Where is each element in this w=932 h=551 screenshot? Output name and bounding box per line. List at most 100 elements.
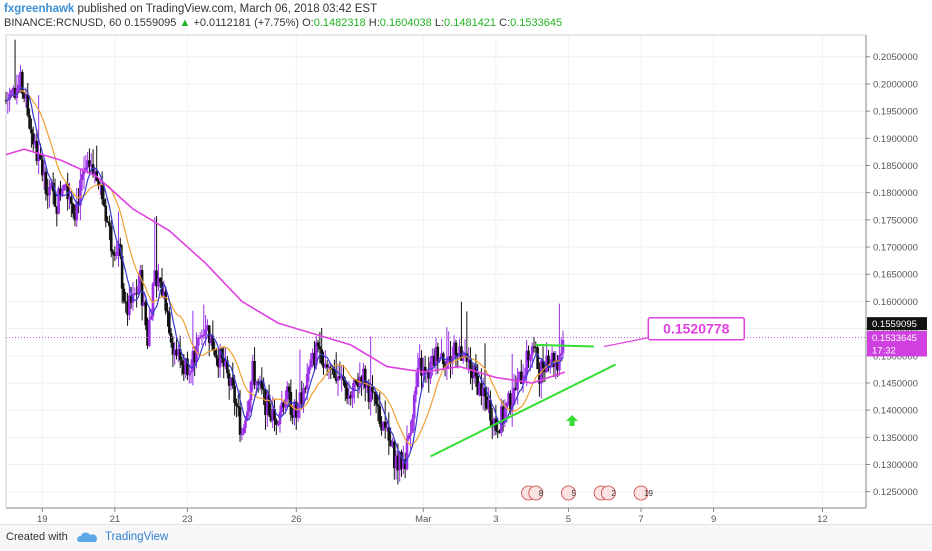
candle-body bbox=[469, 359, 472, 371]
candle-body bbox=[184, 358, 187, 374]
candle-body bbox=[62, 184, 66, 190]
candle-body bbox=[320, 349, 323, 364]
candle-body bbox=[22, 93, 26, 99]
candle-body bbox=[447, 356, 451, 360]
candle-body bbox=[273, 408, 276, 421]
candle-body bbox=[84, 167, 88, 171]
candle-body bbox=[496, 430, 499, 433]
event-flag-icon[interactable] bbox=[633, 485, 649, 501]
author-link[interactable]: fxgreenhawk bbox=[4, 3, 75, 15]
candle-body bbox=[420, 357, 423, 376]
candle-body bbox=[296, 404, 300, 418]
price-tick-label: 0.1400000 bbox=[873, 406, 918, 417]
candle-body bbox=[307, 367, 311, 375]
candle-body bbox=[236, 405, 240, 408]
candle-body bbox=[333, 369, 336, 379]
tradingview-brand-link[interactable]: TradingView bbox=[105, 531, 169, 543]
candle-body bbox=[229, 377, 233, 386]
candle-body bbox=[59, 188, 62, 196]
event-flag-icon[interactable] bbox=[528, 485, 544, 501]
candle-body bbox=[240, 433, 244, 435]
candle-body bbox=[124, 301, 128, 303]
candle-body bbox=[10, 90, 13, 94]
candle-body bbox=[478, 383, 481, 395]
date-tick-label: 7 bbox=[638, 514, 643, 525]
candle-body bbox=[11, 87, 15, 91]
candle-body bbox=[68, 196, 71, 200]
candle-body bbox=[97, 180, 100, 186]
candle-body bbox=[454, 342, 458, 355]
candle-body bbox=[545, 355, 548, 373]
candlestick-series bbox=[4, 39, 565, 485]
candle-body bbox=[412, 394, 416, 419]
price-tick-label: 0.1750000 bbox=[873, 215, 918, 226]
candle-body bbox=[177, 348, 180, 356]
event-count-label: 8 bbox=[539, 489, 544, 498]
symbol-label[interactable]: BINANCE:RCNUSD, 60 bbox=[4, 17, 122, 29]
candle-body bbox=[216, 358, 220, 368]
candle-body bbox=[463, 353, 467, 357]
candle-body bbox=[4, 100, 8, 102]
price-tick-label: 0.1600000 bbox=[873, 297, 918, 308]
candle-body bbox=[458, 346, 461, 357]
candle-body bbox=[186, 358, 189, 376]
date-tick-label: 9 bbox=[711, 514, 716, 525]
current-price-tag: 0.1533645 bbox=[872, 333, 917, 344]
economic-events[interactable]: 28527219 bbox=[521, 485, 654, 501]
candle-body bbox=[503, 409, 507, 422]
candle-body bbox=[523, 375, 527, 378]
candle-body bbox=[53, 191, 57, 207]
candle-body bbox=[269, 415, 273, 421]
candle-body bbox=[400, 451, 403, 469]
candle-body bbox=[300, 392, 304, 405]
candle-body bbox=[167, 312, 171, 334]
candle-body bbox=[485, 396, 489, 409]
candle-body bbox=[180, 360, 184, 365]
candle-body bbox=[70, 196, 73, 204]
candle-body bbox=[262, 388, 265, 391]
last-price-tag: 0.1559095 bbox=[872, 319, 917, 330]
candle-body bbox=[501, 406, 505, 422]
candle-body bbox=[244, 420, 247, 429]
candle-body bbox=[26, 94, 30, 116]
event-count-label: 5 bbox=[571, 489, 576, 498]
candle-body bbox=[173, 349, 177, 355]
candle-body bbox=[158, 277, 162, 283]
support-trendline[interactable] bbox=[430, 363, 617, 458]
candle-body bbox=[314, 342, 318, 366]
event-flag-icon[interactable] bbox=[600, 485, 616, 501]
candle-body bbox=[373, 391, 376, 393]
candle-body bbox=[280, 402, 284, 413]
candle-body bbox=[111, 251, 115, 255]
candle-body bbox=[460, 346, 463, 361]
chart-grid bbox=[6, 35, 866, 508]
candle-body bbox=[343, 380, 347, 388]
candle-body bbox=[438, 357, 441, 361]
candle-body bbox=[264, 390, 267, 415]
chart-overlays: 0.1520778 bbox=[5, 87, 866, 465]
event-flag-icon[interactable] bbox=[561, 485, 576, 501]
candle-body bbox=[275, 420, 278, 425]
candle-body bbox=[331, 368, 334, 370]
time-axis[interactable]: 19 21 23 26 Mar 3 5 7 9 12 bbox=[37, 508, 828, 525]
candle-body bbox=[351, 390, 354, 399]
annotation-box[interactable] bbox=[647, 316, 746, 341]
candle-body bbox=[507, 393, 510, 404]
price-tick-label: 0.1650000 bbox=[873, 270, 918, 281]
price-tick-label: 0.1900000 bbox=[873, 134, 918, 145]
candle-body bbox=[325, 364, 329, 368]
candle-body bbox=[434, 346, 438, 366]
candle-body bbox=[195, 345, 198, 363]
price-axis[interactable]: 0.2050000 0.2000000 0.1950000 0.1900000 0.18… bbox=[866, 52, 927, 498]
candle-body bbox=[215, 355, 218, 359]
candle-body bbox=[276, 424, 280, 426]
candle-body bbox=[342, 375, 345, 381]
candle-body bbox=[204, 329, 207, 335]
candle-body bbox=[282, 402, 285, 408]
candle-body bbox=[360, 376, 363, 383]
resistance-line[interactable] bbox=[535, 343, 594, 348]
candle-body bbox=[155, 270, 158, 287]
candle-body bbox=[157, 277, 160, 287]
candle-body bbox=[113, 254, 117, 256]
